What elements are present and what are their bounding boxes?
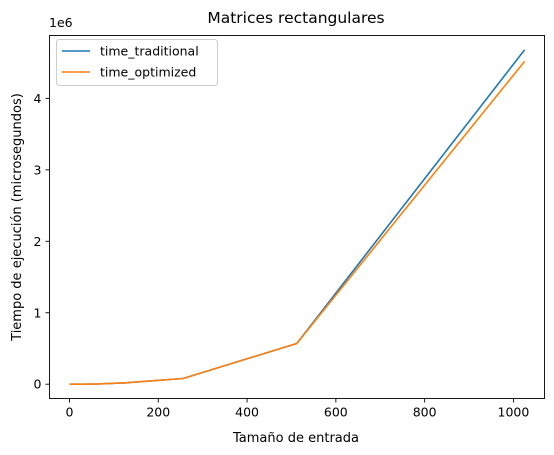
y-tick-label: 0 xyxy=(34,377,42,392)
x-axis-label: Tamaño de entrada xyxy=(232,431,359,446)
y-scale-label: 1e6 xyxy=(49,15,73,30)
y-tick-label: 1 xyxy=(34,305,42,320)
legend-label-time-optimized: time_optimized xyxy=(100,65,196,80)
legend-label-time-traditional: time_traditional xyxy=(100,44,199,59)
series-line-time-optimized xyxy=(69,60,526,386)
x-tick-label: 200 xyxy=(146,405,170,420)
y-tick-label: 3 xyxy=(34,162,42,177)
x-tick-label: 400 xyxy=(235,405,259,420)
x-tick-label: 800 xyxy=(413,405,437,420)
plot-area xyxy=(49,35,545,399)
legend: time_traditional time_optimized xyxy=(56,39,218,86)
series-line-time-traditional xyxy=(69,49,526,386)
legend-box xyxy=(56,39,218,86)
y-tick-label: 4 xyxy=(34,91,42,106)
x-axis: 0 200 400 600 800 1000 xyxy=(66,398,530,420)
x-tick-label: 1000 xyxy=(498,405,530,420)
y-tick-label: 2 xyxy=(34,234,42,249)
x-tick-label: 600 xyxy=(324,405,348,420)
chart-title: Matrices rectangulares xyxy=(207,9,384,27)
x-tick-label: 0 xyxy=(66,405,74,420)
series-layer xyxy=(69,49,526,386)
y-axis-label: Tiempo de ejecución (microsegundos) xyxy=(10,93,25,342)
y-axis: 0 1 2 3 4 xyxy=(34,91,50,392)
plot-frame xyxy=(49,35,545,399)
